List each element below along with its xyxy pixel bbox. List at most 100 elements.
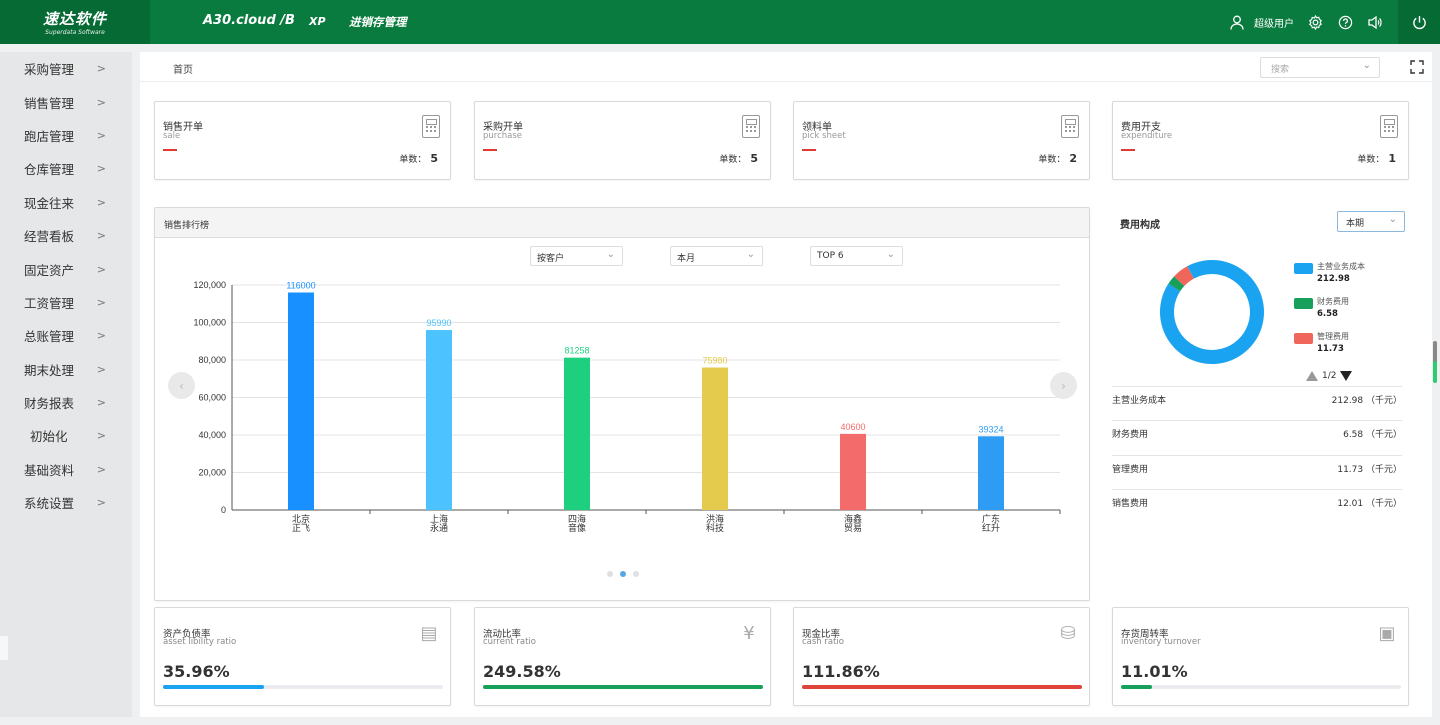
legend-item[interactable]: 主营业务成本 212.98 xyxy=(1294,261,1365,284)
bar xyxy=(978,436,1004,510)
sidebar-item-payroll[interactable]: 工资管理 > xyxy=(24,295,106,311)
kpi-card-sale[interactable]: 销售开单 sale 单数： 5 xyxy=(154,101,451,180)
gear-icon[interactable] xyxy=(1300,0,1330,44)
app-logo[interactable]: 速达软件 Superdata Software xyxy=(0,0,150,44)
sidebar-item-sales[interactable]: 销售管理 > xyxy=(24,95,106,111)
filter-period-select[interactable]: 本月 ⌄ xyxy=(670,246,763,266)
y-tick-label: 120,000 xyxy=(193,280,226,290)
sidebar-item-cash[interactable]: 现金往来 > xyxy=(24,195,106,211)
sidebar-item-settings[interactable]: 系统设置 > xyxy=(24,496,106,512)
fee-row: 主营业务成本 212.98 （千元） xyxy=(1112,386,1402,420)
page-up-icon[interactable] xyxy=(1306,371,1318,381)
help-icon[interactable] xyxy=(1330,0,1360,44)
bar xyxy=(564,357,590,510)
fee-row: 财务费用 6.58 （千元） xyxy=(1112,420,1402,454)
fee-period-select[interactable]: 本期 ⌄ xyxy=(1337,211,1405,232)
kpi-count: 单数： 1 xyxy=(1357,152,1396,165)
ratio-progress-fill xyxy=(802,685,1082,689)
kpi-card-purchase[interactable]: 采购开单 purchase 单数： 5 xyxy=(474,101,771,180)
donut-slice[interactable] xyxy=(1174,266,1194,286)
donut-slice[interactable] xyxy=(1168,276,1185,292)
fee-composition-panel: 费用构成 本期 ⌄ 主营业务成本 212.98 财务费用 6.58 管理费用 11.73… xyxy=(1112,207,1409,517)
module-name: 进销存管理 xyxy=(349,15,407,29)
carousel-dot[interactable] xyxy=(607,571,613,577)
legend-item[interactable]: 财务费用 6.58 xyxy=(1294,296,1349,319)
power-icon[interactable] xyxy=(1398,0,1440,44)
breadcrumb[interactable]: 首页 xyxy=(173,65,193,76)
kpi-dash xyxy=(802,149,816,151)
chevron-right-icon: > xyxy=(96,462,106,476)
carousel-dots xyxy=(607,571,639,577)
x-tick-label: 音像 xyxy=(568,522,586,534)
sidebar-item-purchase[interactable]: 采购管理 > xyxy=(24,62,106,78)
bar xyxy=(426,330,452,510)
ratio-subtitle: cash ratio xyxy=(802,637,844,647)
chevron-down-icon: ⌄ xyxy=(746,249,755,260)
sidebar-item-basic-data[interactable]: 基础资料 > xyxy=(24,462,106,478)
y-tick-label: 80,000 xyxy=(198,355,226,365)
chevron-right-icon: > xyxy=(96,262,106,276)
chevron-right-icon: > xyxy=(96,496,106,510)
legend-swatch xyxy=(1294,263,1313,274)
ratio-card-current[interactable]: 流动比率 current ratio 249.58% ¥ xyxy=(474,607,771,706)
filter-customer-select[interactable]: 按客户 ⌄ xyxy=(530,246,623,266)
kpi-card-pick[interactable]: 领料单 pick sheet 单数： 2 xyxy=(793,101,1090,180)
x-tick-label: 四海 xyxy=(568,513,586,525)
sidebar-item-init[interactable]: 初始化 > xyxy=(30,429,106,445)
ratio-progress-fill xyxy=(483,685,763,689)
ratio-card-cash[interactable]: 现金比率 cash ratio 111.86% ⛁ xyxy=(793,607,1090,706)
kpi-dash xyxy=(1121,149,1135,151)
chevron-right-icon: > xyxy=(96,128,106,142)
ratio-card-inventory[interactable]: 存货周转率 inventory turnover 11.01% ▣ xyxy=(1112,607,1409,706)
kpi-subtitle: sale xyxy=(163,131,181,141)
chevron-right-icon: > xyxy=(96,95,106,109)
coins-icon: ⛁ xyxy=(1060,623,1076,644)
legend-item[interactable]: 管理费用 11.73 xyxy=(1294,331,1349,354)
chevron-down-icon: ⌄ xyxy=(886,249,895,260)
ratio-title: 资产负债率 xyxy=(163,629,211,640)
scrollbar-indicator xyxy=(1433,361,1437,383)
ratio-title: 现金比率 xyxy=(802,629,841,640)
x-tick-label: 贸易 xyxy=(844,522,862,534)
user-name[interactable]: 超级用户 xyxy=(1254,18,1294,30)
x-tick-label: 海鑫 xyxy=(844,513,862,525)
panel-title: 销售排行榜 xyxy=(155,208,1089,238)
sidebar-collapse-handle[interactable] xyxy=(0,636,8,660)
user-icon[interactable] xyxy=(1222,0,1252,44)
kpi-title: 销售开单 xyxy=(163,122,203,133)
sidebar-item-period-end[interactable]: 期末处理 > xyxy=(24,362,106,378)
chart-next-button[interactable]: › xyxy=(1050,372,1077,399)
filter-top-select[interactable]: TOP 6 ⌄ xyxy=(810,246,903,266)
kpi-card-expenditure[interactable]: 费用开支 expenditure 单数： 1 xyxy=(1112,101,1409,180)
ratio-progress-fill xyxy=(163,685,264,689)
carousel-dot-active[interactable] xyxy=(620,571,626,577)
bar xyxy=(702,367,728,510)
chevron-right-icon: > xyxy=(96,362,106,376)
legend-pager: 1/2 xyxy=(1306,371,1353,381)
sidebar-item-warehouse[interactable]: 仓库管理 > xyxy=(24,162,106,178)
fullscreen-icon[interactable] xyxy=(1410,59,1424,74)
bar-data-label: 81258 xyxy=(564,346,589,356)
speaker-icon[interactable] xyxy=(1360,0,1390,44)
ratio-card-asset-liability[interactable]: 资产负债率 asset libility ratio 35.96% ▤ xyxy=(154,607,451,706)
sidebar-item-fixed-assets[interactable]: 固定资产 > xyxy=(24,262,106,278)
chart-prev-button[interactable]: ‹ xyxy=(168,372,195,399)
kpi-subtitle: pick sheet xyxy=(802,131,846,141)
currency-cycle-icon: ¥ xyxy=(743,623,755,644)
ratio-progress xyxy=(1121,685,1401,689)
carousel-dot[interactable] xyxy=(633,571,639,577)
x-tick-label: 北京 xyxy=(292,513,310,525)
sidebar-item-store-visit[interactable]: 跑店管理 > xyxy=(24,128,106,144)
ratio-progress xyxy=(163,685,443,689)
x-tick-label: 洪海 xyxy=(706,513,724,525)
fee-row: 管理费用 11.73 （千元） xyxy=(1112,455,1402,489)
search-input[interactable]: 搜索 ⌄ xyxy=(1260,57,1380,78)
page-down-icon[interactable] xyxy=(1340,371,1353,381)
ratio-subtitle: current ratio xyxy=(483,637,536,647)
bar-data-label: 39324 xyxy=(978,424,1003,434)
sidebar-item-reports[interactable]: 财务报表 > xyxy=(24,396,106,412)
sidebar-item-ledger[interactable]: 总账管理 > xyxy=(24,329,106,345)
scrollbar-thumb[interactable] xyxy=(1433,341,1437,371)
sidebar-item-dashboard[interactable]: 经营看板 > xyxy=(24,229,106,245)
ratio-value: 111.86% xyxy=(802,662,880,681)
